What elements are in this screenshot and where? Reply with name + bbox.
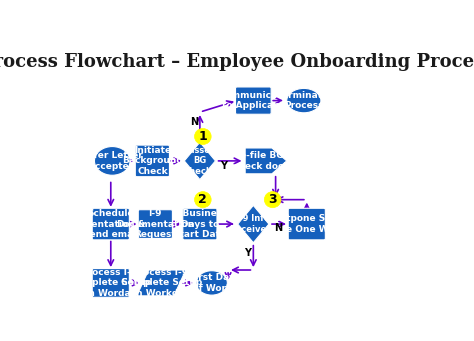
Text: 2: 2 [199, 193, 207, 206]
Text: Offer Letter
Accepted: Offer Letter Accepted [82, 151, 143, 170]
FancyBboxPatch shape [135, 145, 169, 177]
Text: N: N [190, 117, 198, 127]
FancyBboxPatch shape [92, 208, 129, 240]
Text: Passed
BG
Check?: Passed BG Check? [183, 146, 217, 176]
Text: Schedule
Orientation &
Send email: Schedule Orientation & Send email [76, 209, 146, 239]
Circle shape [194, 129, 211, 145]
Circle shape [264, 192, 281, 208]
Polygon shape [245, 148, 287, 174]
Text: I-9 Info
Received?: I-9 Info Received? [229, 214, 277, 234]
Text: Initiate
Background
Check: Initiate Background Check [122, 146, 183, 176]
FancyBboxPatch shape [92, 269, 129, 297]
Circle shape [194, 192, 211, 208]
Text: 3 Business
Days to
Start Date: 3 Business Days to Start Date [173, 209, 227, 239]
FancyBboxPatch shape [236, 87, 271, 114]
Text: 3: 3 [268, 193, 277, 206]
FancyBboxPatch shape [138, 210, 173, 238]
Text: Y: Y [245, 248, 252, 258]
Text: Postpone Start
Date One Week: Postpone Start Date One Week [267, 214, 346, 234]
Text: Process Flowchart – Employee Onboarding Process: Process Flowchart – Employee Onboarding … [0, 53, 474, 71]
Text: N: N [274, 223, 282, 233]
FancyBboxPatch shape [288, 208, 325, 240]
Polygon shape [184, 142, 216, 180]
Text: 1: 1 [199, 130, 207, 143]
Polygon shape [238, 205, 269, 243]
FancyBboxPatch shape [183, 208, 217, 240]
Text: Process I-9,
Complete Setup
in Workday: Process I-9, Complete Setup in Workday [121, 268, 202, 298]
Text: I-9
Documentation
Request: I-9 Documentation Request [116, 209, 194, 239]
Text: e-file BG
check doc's: e-file BG check doc's [233, 151, 292, 170]
Text: Communicate
to Applicant: Communicate to Applicant [219, 91, 288, 110]
Text: Process I-9,
Complete Setup
In Worday: Process I-9, Complete Setup In Worday [70, 268, 151, 298]
Text: Terminate
Process: Terminate Process [278, 91, 329, 110]
Ellipse shape [196, 271, 228, 295]
Polygon shape [137, 270, 186, 296]
Ellipse shape [287, 88, 321, 113]
Ellipse shape [94, 147, 130, 175]
Text: Y: Y [220, 161, 227, 171]
Text: First Day
Of Work: First Day Of Work [189, 273, 235, 293]
